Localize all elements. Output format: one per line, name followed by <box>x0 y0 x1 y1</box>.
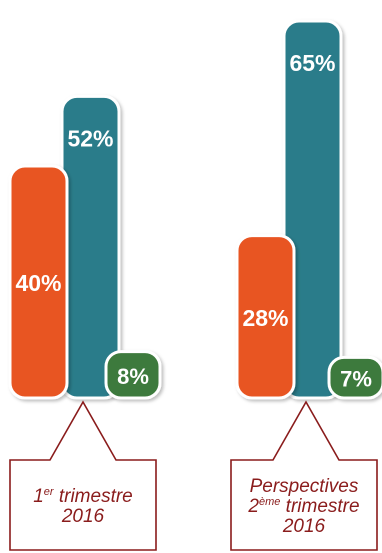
bar-orange-2 <box>235 234 296 400</box>
callout-box-1 <box>9 400 157 551</box>
bar-label-teal-1: 52% <box>67 125 113 151</box>
bar-label-green-2: 7% <box>340 367 372 392</box>
category-label-1-line-2: 2016 <box>61 506 105 527</box>
bar-label-teal-2: 65% <box>289 50 335 76</box>
category-label-1-line-1: 1er trimestre <box>33 486 133 507</box>
category-label-2-line-1: Perspectives <box>250 476 359 497</box>
callout-box-2 <box>230 400 378 551</box>
bar-orange-1 <box>8 164 69 400</box>
category-label-2-line-2: 2ème trimestre <box>247 496 359 517</box>
bar-green-1 <box>104 350 162 400</box>
bar-label-orange-2: 28% <box>242 305 288 331</box>
category-label-2-line-3: 2016 <box>282 516 326 537</box>
bar-label-orange-1: 40% <box>15 270 61 296</box>
bar-label-green-1: 8% <box>117 364 149 389</box>
bar-teal-2 <box>282 19 343 400</box>
bar-green-2 <box>327 355 382 400</box>
